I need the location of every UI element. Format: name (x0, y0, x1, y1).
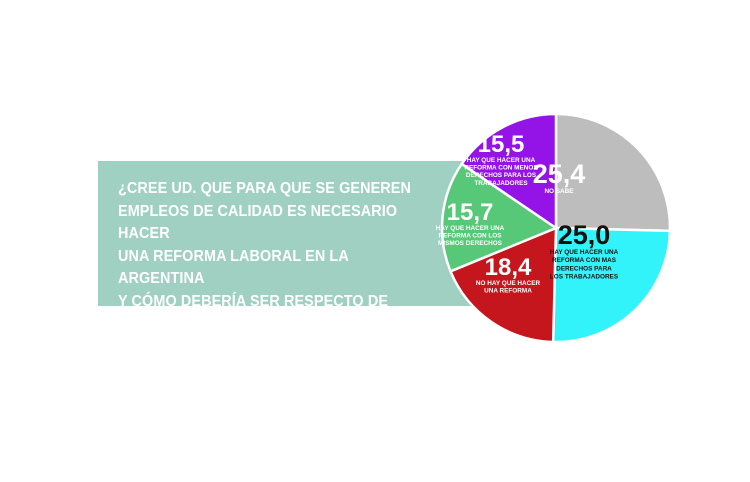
pie-slice (551, 226, 672, 344)
slice-value-label: 15,7 (447, 199, 494, 226)
slice-value-label: 15,5 (478, 131, 525, 158)
question-panel (98, 161, 498, 306)
slice-category-line: HAY QUE HACER UNA (436, 225, 505, 232)
pie-slice (554, 112, 672, 233)
slice-category-line: NO SABE (544, 188, 574, 195)
slice-category-line: MISMOS DERECHOS (438, 240, 503, 247)
question-line: EMPLEOS DE CALIDAD ES NECESARIO HACER (118, 202, 398, 243)
slice-category-line: UNA REFORMA (484, 288, 532, 295)
slice-category-line: HAY QUE HACER UNA (467, 157, 536, 164)
pie-slice (440, 162, 558, 273)
question-text: ¿CREE UD. QUE PARA QUE SE GENEREN EMPLEOS… (118, 178, 416, 358)
slice-value-label: 25,4 (533, 159, 586, 189)
slice-category-line: REFORMA CON LOS (439, 233, 503, 240)
slice-category-label: HAY QUE HACER UNA REFORMA CON MENOS DERECH… (464, 157, 538, 187)
slice-category-label: HAY QUE HACER UNA REFORMA CON LOS MISMOS D… (436, 225, 505, 247)
slice-category-line: NO HAY QUE HACER (476, 280, 541, 287)
slice-category-label: NO HAY QUE HACER UNA REFORMA (476, 280, 541, 295)
slice-category-label: NO SABE (544, 188, 574, 195)
slice-category-label: HAY QUE HACER UNA REFORMA CON MAS DERECHOS… (550, 249, 619, 281)
slice-category-line: REFORMA CON MAS (552, 257, 617, 264)
slice-category-line: TRABAJADORES (474, 180, 528, 187)
question-line: DERECHOS DE LOS TRABAJADORES? (118, 337, 394, 355)
slice-value-label: 18,4 (485, 254, 532, 281)
question-line: ¿CREE UD. QUE PARA QUE SE GENEREN (118, 180, 412, 197)
pie-slices (440, 112, 672, 344)
pie-slice (449, 226, 558, 344)
slice-value-label: 25,0 (558, 220, 611, 250)
slice-category-line: LOS TRABAJADORES (550, 274, 619, 281)
slice-category-line: REFORMA CON MENOS (464, 165, 538, 172)
slice-category-line: DERECHOS PARA LOS (466, 172, 537, 179)
question-line: Y CÓMO DEBERÍA SER RESPECTO DE LOS (118, 292, 389, 333)
slice-category-line: DERECHOS PARA (556, 265, 612, 272)
question-line: UNA REFORMA LABORAL EN LA ARGENTINA (118, 247, 349, 288)
slice-category-line: HAY QUE HACER UNA (550, 249, 619, 256)
pie-slice (460, 112, 558, 230)
